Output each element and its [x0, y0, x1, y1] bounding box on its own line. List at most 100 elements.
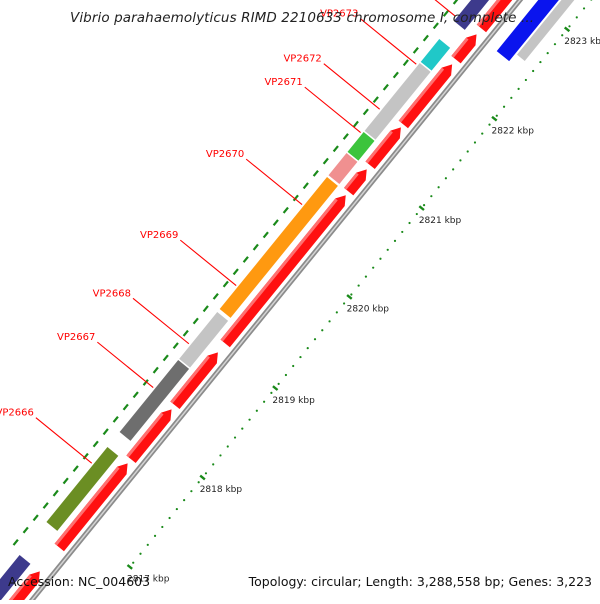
- far-right-blue-arrow: [496, 0, 559, 62]
- gene-leader-5: [304, 86, 361, 133]
- kbp-tick-5: [491, 115, 498, 122]
- outer-guide-dash: [12, 538, 19, 546]
- gene-label-6: VP2672: [283, 54, 321, 65]
- outer-guide-dash: [282, 206, 289, 214]
- kbp-minor-dot: [524, 78, 527, 82]
- outer-guide-dash: [432, 22, 439, 30]
- outer-guide-dash: [402, 59, 409, 67]
- gene-label-7: VP2673: [320, 9, 358, 20]
- kbp-minor-dot: [582, 7, 586, 10]
- outer-guide-dash: [252, 243, 259, 251]
- kbp-minor-dot: [422, 204, 426, 207]
- kbp-label-0: 2817 kbp: [127, 575, 170, 585]
- red-gene-arrow-5: [344, 169, 367, 196]
- kbp-tick-4: [418, 205, 425, 211]
- outer-guide-dash: [82, 452, 89, 460]
- red-gene-arrow-shine-2: [126, 412, 164, 458]
- gene-label-4: VP2670: [206, 149, 244, 160]
- gene-label-2: VP2668: [93, 288, 131, 299]
- red-gene-arrow-4: [220, 195, 346, 348]
- gene-label-0: VP2666: [0, 408, 34, 419]
- kbp-minor-dot: [430, 195, 433, 198]
- outer-guide-dash: [412, 46, 419, 54]
- kbp-minor-dot: [292, 364, 295, 368]
- outer-guide-dash: [142, 379, 149, 386]
- outer-guide-dash: [262, 231, 269, 239]
- kbp-label-4: 2821 kbp: [419, 216, 462, 226]
- gene-label-3: VP2669: [140, 230, 178, 241]
- red-gene-arrow-shine-8: [451, 37, 469, 58]
- kbp-minor-dot: [546, 52, 549, 55]
- outer-feature-cyan: [420, 39, 451, 71]
- kbp-minor-dot: [510, 96, 513, 99]
- red-gene-arrow-3: [170, 352, 218, 410]
- gene-label-1: VP2667: [57, 332, 95, 343]
- outer-guide-dash: [32, 514, 39, 522]
- red-gene-arrow-shine-7: [398, 67, 445, 123]
- kbp-minor-dot: [270, 391, 273, 394]
- outer-feature-orange: [219, 177, 338, 318]
- red-gene-arrow-shine-0: [5, 574, 32, 604]
- outer-guide-dash: [162, 354, 169, 362]
- kbp-minor-dot: [219, 454, 222, 457]
- map-title: Vibrio parahaemolyticus RIMD 2210633 chr…: [70, 10, 535, 26]
- kbp-minor-dot: [408, 221, 411, 225]
- kbp-minor-dot: [255, 409, 258, 412]
- outer-feature-navy-left: [0, 555, 31, 602]
- backbone-axis-highlight: [27, 0, 521, 604]
- kbp-minor-dot: [241, 427, 244, 430]
- outer-guide-dash: [132, 391, 139, 399]
- kbp-minor-dot: [532, 69, 535, 73]
- gene-leader-2: [132, 297, 190, 345]
- outer-guide-dash: [112, 415, 119, 423]
- kbp-minor-dot: [284, 373, 288, 377]
- red-gene-arrow-2: [126, 409, 172, 464]
- red-gene-arrow-shine-9: [476, 0, 501, 27]
- kbp-minor-dot: [364, 275, 368, 278]
- kbp-minor-dot: [313, 338, 317, 341]
- kbp-tick-6: [563, 26, 571, 33]
- outer-feature-gray-dark: [119, 360, 190, 441]
- kbp-minor-dot: [488, 123, 491, 126]
- gene-leader-7: [360, 18, 417, 65]
- outer-guide-dash: [22, 526, 29, 534]
- kbp-minor-dot: [357, 284, 360, 287]
- outer-guide-dash: [422, 34, 429, 42]
- kbp-minor-dot: [161, 525, 164, 529]
- red-gene-arrow-shine-3: [170, 355, 210, 404]
- red-gene-arrow-8: [451, 34, 477, 64]
- kbp-minor-dot: [168, 516, 171, 520]
- gene-leader-1: [97, 341, 154, 388]
- kbp-tick-2: [272, 385, 279, 391]
- outer-guide-dash: [302, 182, 309, 190]
- outer-guide-dash: [382, 83, 389, 91]
- kbp-minor-dot: [590, 0, 593, 1]
- kbp-label-6: 2823 kbp: [564, 37, 600, 47]
- outer-guide-dash: [442, 10, 449, 17]
- kbp-tick-0: [126, 564, 133, 570]
- outer-guide-dash: [352, 120, 359, 128]
- red-gene-arrow-shine-1: [54, 466, 120, 546]
- outer-guide-dash: [322, 157, 329, 165]
- kbp-minor-dot: [437, 186, 440, 189]
- gene-leader-3: [179, 239, 237, 286]
- outer-guide-dash: [52, 489, 59, 497]
- kbp-minor-dot: [132, 561, 135, 564]
- kbp-minor-dot: [444, 177, 447, 180]
- outer-guide-dash: [392, 71, 399, 79]
- kbp-minor-dot: [299, 355, 302, 359]
- outer-guide-dash: [202, 305, 209, 313]
- kbp-minor-dot: [553, 43, 557, 46]
- outer-feature-navy-right: [453, 0, 490, 30]
- outer-guide-dash: [292, 194, 299, 202]
- outer-guide-dash: [72, 465, 79, 472]
- kbp-minor-dot: [502, 105, 506, 108]
- red-gene-arrow-7: [398, 64, 453, 129]
- kbp-minor-dot: [321, 329, 324, 332]
- kbp-minor-dot: [452, 168, 455, 171]
- kbp-minor-dot: [466, 150, 469, 153]
- outer-guide-dash: [122, 403, 129, 411]
- kbp-minor-dot: [183, 499, 186, 502]
